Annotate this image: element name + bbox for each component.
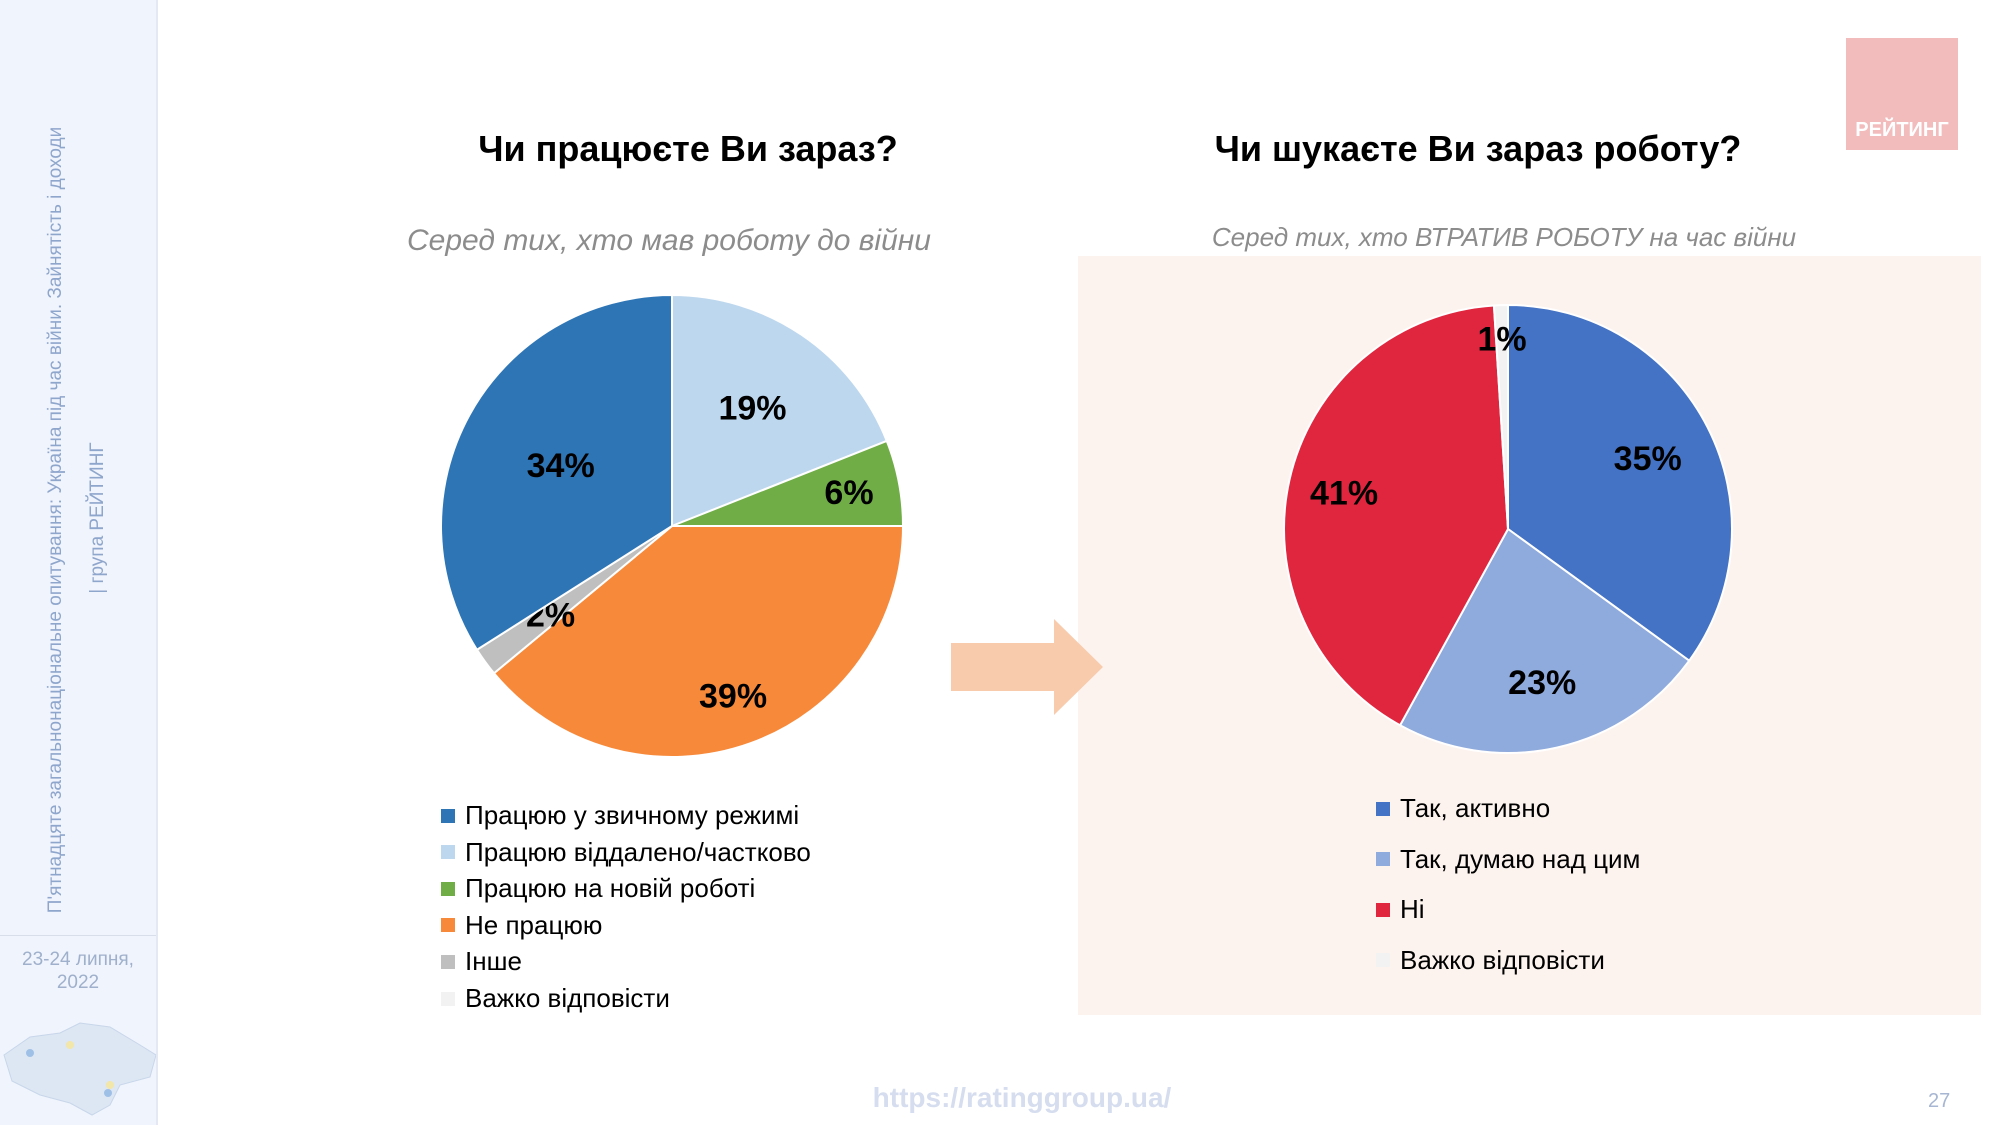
legend-swatch: [1376, 902, 1390, 917]
legend-label: Так, думаю над цим: [1400, 843, 1641, 874]
pie-slice: [1507, 303, 1733, 663]
legend-swatch: [1376, 953, 1390, 967]
legend-swatch: [1376, 801, 1390, 816]
legend-label: Не працюю: [465, 909, 603, 940]
pie-slice: [671, 293, 889, 528]
legend-label: Працюю у звичному режимі: [465, 800, 800, 830]
legend-item: Інше: [441, 946, 522, 977]
arrow-icon: [951, 619, 1103, 715]
data-label: 39%: [699, 678, 767, 716]
legend-item: Важко відповісти: [1376, 945, 1605, 976]
legend-swatch: [441, 991, 455, 1006]
legend-label: Працюю на новій роботі: [465, 873, 756, 904]
legend-item: Ні: [1376, 894, 1425, 925]
legend-label: Працюю віддалено/частково: [465, 836, 811, 867]
legend-swatch: [1376, 852, 1390, 866]
date-line-2: 2022: [56, 972, 100, 993]
data-label: 19%: [718, 390, 786, 428]
pie-slice: [492, 525, 905, 758]
legend-label: Важко відповісти: [1400, 944, 1605, 975]
sidebar: П'ятнадцяте загальнонаціональне опитуван…: [0, 0, 158, 1125]
legend-item: Працюю віддалено/частково: [441, 837, 811, 868]
legend-item: Не працюю: [441, 910, 602, 941]
data-label: 34%: [527, 447, 595, 485]
legend-swatch: [441, 918, 455, 933]
pie-slice: [1398, 527, 1691, 754]
survey-date: 23-24 липня, 2022: [0, 948, 156, 994]
right-chart-title: Чи шукаєте Ви зараз роботу?: [1214, 128, 1742, 169]
data-label: 23%: [1508, 664, 1576, 702]
legend-label: Так, активно: [1400, 793, 1551, 823]
ukraine-map-icon: [3, 1022, 156, 1116]
pie-slice: [1283, 304, 1510, 727]
sidebar-divider: [0, 935, 156, 936]
logo-text: РЕЙТИНГ: [1855, 119, 1949, 141]
legend-item: Так, активно: [1376, 793, 1550, 824]
legend-label: Ні: [1400, 894, 1425, 924]
legend-item: Працюю на новій роботі: [441, 873, 755, 904]
data-label: 41%: [1310, 474, 1378, 512]
data-label: 1%: [1477, 321, 1526, 359]
website-link[interactable]: https://ratinggroup.ua/: [872, 1082, 1172, 1113]
legend-swatch: [441, 808, 455, 823]
pie-slice: [1492, 303, 1509, 530]
date-line-1: 23-24 липня,: [22, 949, 134, 970]
legend-label: Важко відповісти: [465, 983, 670, 1013]
legend-label: Інше: [465, 946, 522, 977]
legend-swatch: [441, 881, 455, 896]
right-chart-subtitle: Серед тих, хто ВТРАТИВ РОБОТУ на час вій…: [1211, 222, 1797, 252]
data-label: 35%: [1614, 440, 1682, 478]
legend-item: Працюю у звичному режимі: [441, 800, 799, 831]
page-number: 27: [1928, 1090, 1951, 1112]
legend-swatch: [441, 954, 455, 969]
left-chart-title: Чи працюєте Ви зараз?: [478, 128, 898, 169]
legend-item: Важко відповісти: [441, 983, 670, 1014]
left-chart-subtitle: Серед тих, хто мав роботу до війни: [407, 224, 931, 257]
pie-slice: [440, 293, 673, 652]
data-label: 6%: [824, 474, 873, 512]
legend-swatch: [441, 845, 455, 860]
legend-item: Так, думаю над цим: [1376, 844, 1640, 875]
rating-logo: РЕЙТИНГ: [1846, 38, 1958, 150]
